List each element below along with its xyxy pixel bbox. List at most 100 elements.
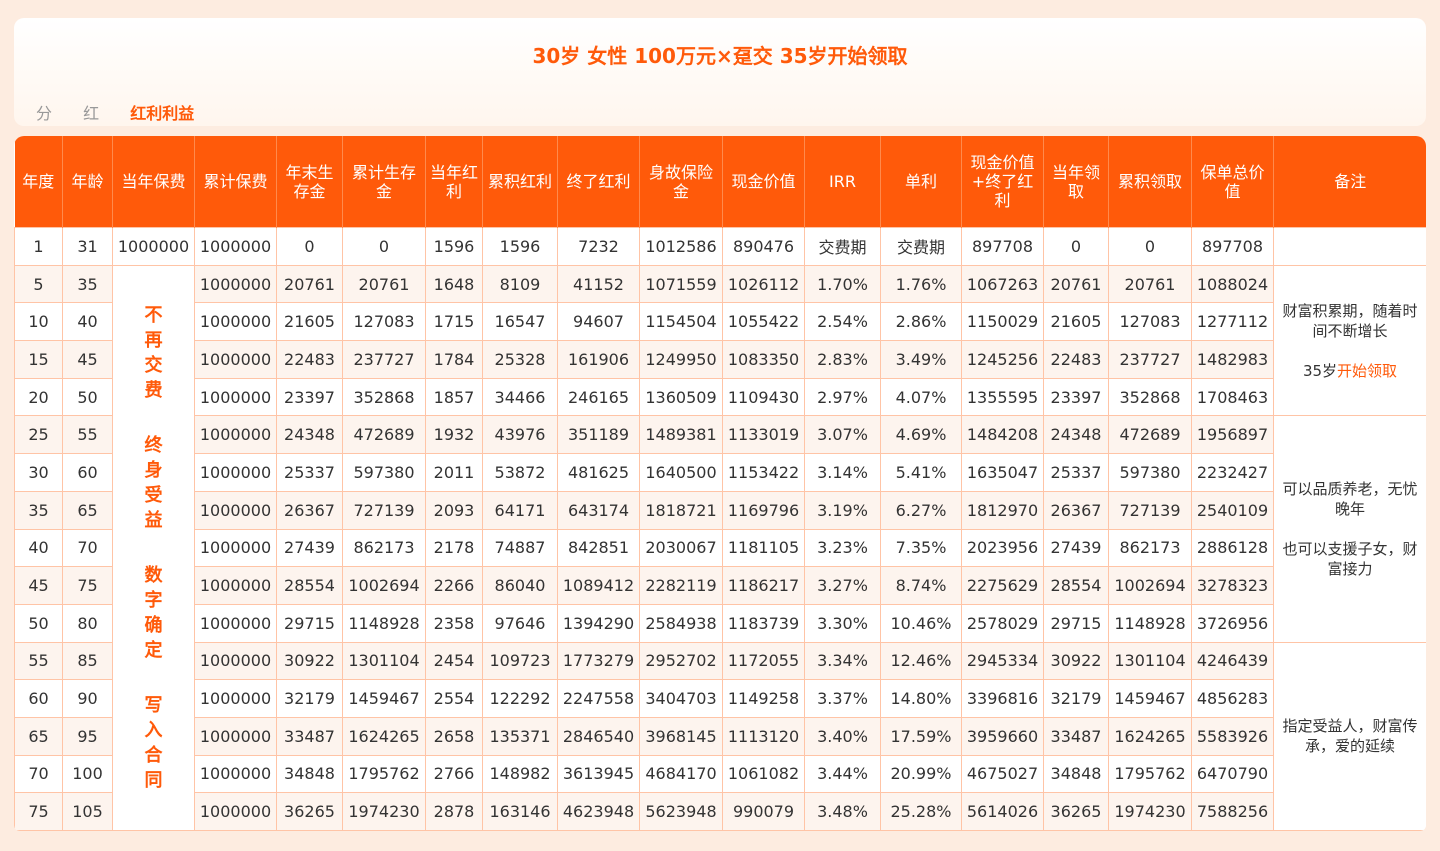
table-cell: 148982 bbox=[482, 754, 558, 794]
table-row: 35 65 1000000 26367 727139 2093 64171 643174 181… bbox=[14, 490, 1427, 530]
table-cell: 7.35% bbox=[880, 528, 962, 568]
table-cell: 3404703 bbox=[639, 679, 723, 718]
table-cell: 1.76% bbox=[880, 264, 962, 304]
table-cell: 20 bbox=[14, 377, 63, 417]
table-cell: 70 bbox=[62, 528, 113, 568]
table-cell: 1932 bbox=[425, 415, 483, 455]
table-cell: 2011 bbox=[425, 453, 483, 492]
table-cell: 50 bbox=[62, 377, 113, 417]
table-cell: 1012586 bbox=[639, 227, 723, 266]
table-cell: 897708 bbox=[1191, 227, 1274, 266]
column-header: 单利 bbox=[880, 136, 962, 228]
tab-bonus-benefits[interactable]: 红利利益 bbox=[130, 104, 195, 123]
column-header: 终了红利 bbox=[557, 136, 640, 228]
table-cell: 1148928 bbox=[342, 603, 426, 643]
table-cell: 246165 bbox=[557, 377, 640, 417]
table-cell: 4684170 bbox=[639, 754, 723, 794]
tab-fen[interactable]: 分 bbox=[36, 104, 53, 123]
table-cell: 1055422 bbox=[722, 302, 805, 342]
table-cell: 6.27% bbox=[880, 490, 962, 530]
tab-hong[interactable]: 红 bbox=[83, 104, 100, 123]
table-cell: 1459467 bbox=[342, 679, 426, 718]
table-cell: 1169796 bbox=[722, 490, 805, 530]
table-cell: 94607 bbox=[557, 302, 640, 342]
table-cell: 237727 bbox=[342, 340, 426, 379]
table-cell: 0 bbox=[1043, 227, 1109, 266]
table-cell: 40 bbox=[14, 528, 63, 568]
table-cell: 2030067 bbox=[639, 528, 723, 568]
note-accumulation: 财富积累期，随着时间不断增长 35岁开始领取 bbox=[1273, 264, 1426, 417]
table-cell: 3.49% bbox=[880, 340, 962, 379]
note-inheritance: 指定受益人，财富传承，爱的延续 bbox=[1273, 641, 1426, 831]
table-cell: 41152 bbox=[557, 264, 640, 304]
table-cell: 1000000 bbox=[194, 377, 277, 417]
table-cell: 3.19% bbox=[804, 490, 881, 530]
table-cell: 60 bbox=[62, 453, 113, 492]
column-header: 累积红利 bbox=[482, 136, 558, 228]
table-cell: 10.46% bbox=[880, 603, 962, 643]
table-cell: 1089412 bbox=[557, 566, 640, 605]
table-cell: 3396816 bbox=[961, 679, 1044, 718]
table-cell: 27439 bbox=[1043, 528, 1109, 568]
table-cell: 3278323 bbox=[1191, 566, 1274, 605]
table-cell: 1857 bbox=[425, 377, 483, 417]
table-cell: 1026112 bbox=[722, 264, 805, 304]
table-cell: 2578029 bbox=[961, 603, 1044, 643]
table-cell: 43976 bbox=[482, 415, 558, 455]
table-cell: 1648 bbox=[425, 264, 483, 304]
table-cell: 2.83% bbox=[804, 340, 881, 379]
table-cell: 4623948 bbox=[557, 792, 640, 831]
table-cell: 2.86% bbox=[880, 302, 962, 342]
page-title: 30岁 女性 100万元×趸交 35岁开始领取 bbox=[532, 44, 908, 68]
table-row: 15 45 1000000 22483 237727 1784 25328 161906 124… bbox=[14, 340, 1427, 379]
table-cell: 32179 bbox=[1043, 679, 1109, 718]
table-cell: 1172055 bbox=[722, 641, 805, 681]
table-cell: 0 bbox=[342, 227, 426, 266]
table-cell: 2275629 bbox=[961, 566, 1044, 605]
table-cell: 1000000 bbox=[194, 264, 277, 304]
table-cell: 1067263 bbox=[961, 264, 1044, 304]
table-cell: 5.41% bbox=[880, 453, 962, 492]
table-cell: 1.70% bbox=[804, 264, 881, 304]
table-cell: 109723 bbox=[482, 641, 558, 681]
column-header: 当年保费 bbox=[112, 136, 195, 228]
column-header: 当年红利 bbox=[425, 136, 483, 228]
table-cell: 1795762 bbox=[1108, 754, 1192, 794]
table-cell: 2358 bbox=[425, 603, 483, 643]
table-cell: 2766 bbox=[425, 754, 483, 794]
table-row: 55 85 1000000 30922 1301104 2454 109723 1773279… bbox=[14, 641, 1426, 831]
table-cell: 1000000 bbox=[194, 754, 277, 794]
table-cell: 1154504 bbox=[639, 302, 723, 342]
table-cell: 2878 bbox=[425, 792, 483, 831]
table-cell: 727139 bbox=[1108, 490, 1192, 530]
table-cell: 481625 bbox=[557, 453, 640, 492]
table-cell: 1000000 bbox=[194, 792, 277, 831]
table-cell: 交费期 bbox=[880, 227, 962, 266]
table-row: 5 35 不再交费终身受益数字确定写入合同 1000000 20761 20761 1648… bbox=[14, 264, 1426, 831]
table-cell: 127083 bbox=[1108, 302, 1192, 342]
table-cell: 1635047 bbox=[961, 453, 1044, 492]
table-cell: 1113120 bbox=[722, 716, 805, 756]
table-cell: 36265 bbox=[1043, 792, 1109, 831]
table-cell: 32179 bbox=[276, 679, 343, 718]
table-cell: 27439 bbox=[276, 528, 343, 568]
table-cell: 472689 bbox=[1108, 415, 1192, 455]
table-header-row: 年度 年龄 当年保费 累计保费 年末生存金 累计生存金 当年红利 累积红利 终了红利 身故保险金现… bbox=[14, 136, 1426, 228]
table-cell: 1974230 bbox=[1108, 792, 1192, 831]
table-cell: 2.54% bbox=[804, 302, 881, 342]
table-cell: 2658 bbox=[425, 716, 483, 756]
table-cell: 351189 bbox=[557, 415, 640, 455]
table-cell: 0 bbox=[276, 227, 343, 266]
column-header: 备注 bbox=[1273, 136, 1426, 228]
table-cell: 1000000 bbox=[194, 566, 277, 605]
table-cell: 5614026 bbox=[961, 792, 1044, 831]
table-cell: 352868 bbox=[1108, 377, 1192, 417]
table-cell: 3.14% bbox=[804, 453, 881, 492]
table-cell: 1109430 bbox=[722, 377, 805, 417]
table-cell: 35 bbox=[14, 490, 63, 530]
table-cell: 80 bbox=[62, 603, 113, 643]
no-more-premium-label: 不再交费终身受益数字确定写入合同 bbox=[112, 264, 195, 831]
table-cell: 7588256 bbox=[1191, 792, 1274, 831]
table-cell: 597380 bbox=[342, 453, 426, 492]
table-cell: 1596 bbox=[425, 227, 483, 266]
